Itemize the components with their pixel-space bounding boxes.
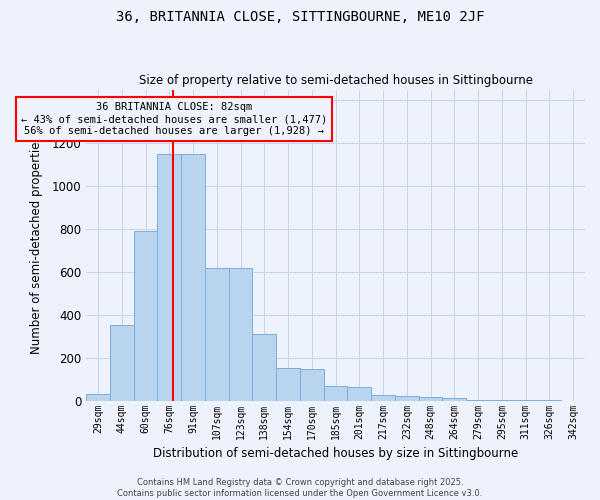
Bar <box>253 334 276 400</box>
Bar <box>181 154 205 400</box>
Bar <box>347 386 371 400</box>
Bar <box>276 368 300 400</box>
Text: 36, BRITANNIA CLOSE, SITTINGBOURNE, ME10 2JF: 36, BRITANNIA CLOSE, SITTINGBOURNE, ME10… <box>116 10 484 24</box>
Bar <box>371 396 395 400</box>
Bar <box>442 398 466 400</box>
Text: Contains HM Land Registry data © Crown copyright and database right 2025.
Contai: Contains HM Land Registry data © Crown c… <box>118 478 482 498</box>
Y-axis label: Number of semi-detached properties: Number of semi-detached properties <box>30 136 43 354</box>
Text: 36 BRITANNIA CLOSE: 82sqm
← 43% of semi-detached houses are smaller (1,477)
56% : 36 BRITANNIA CLOSE: 82sqm ← 43% of semi-… <box>21 102 327 136</box>
Bar <box>419 398 442 400</box>
Bar <box>110 325 134 400</box>
Bar <box>157 154 181 400</box>
Bar <box>86 394 110 400</box>
Bar <box>229 268 253 400</box>
Bar <box>300 369 324 400</box>
Title: Size of property relative to semi-detached houses in Sittingbourne: Size of property relative to semi-detach… <box>139 74 533 87</box>
Bar <box>324 386 347 400</box>
Bar <box>134 231 157 400</box>
Bar <box>395 396 419 400</box>
X-axis label: Distribution of semi-detached houses by size in Sittingbourne: Distribution of semi-detached houses by … <box>153 447 518 460</box>
Bar <box>205 268 229 400</box>
